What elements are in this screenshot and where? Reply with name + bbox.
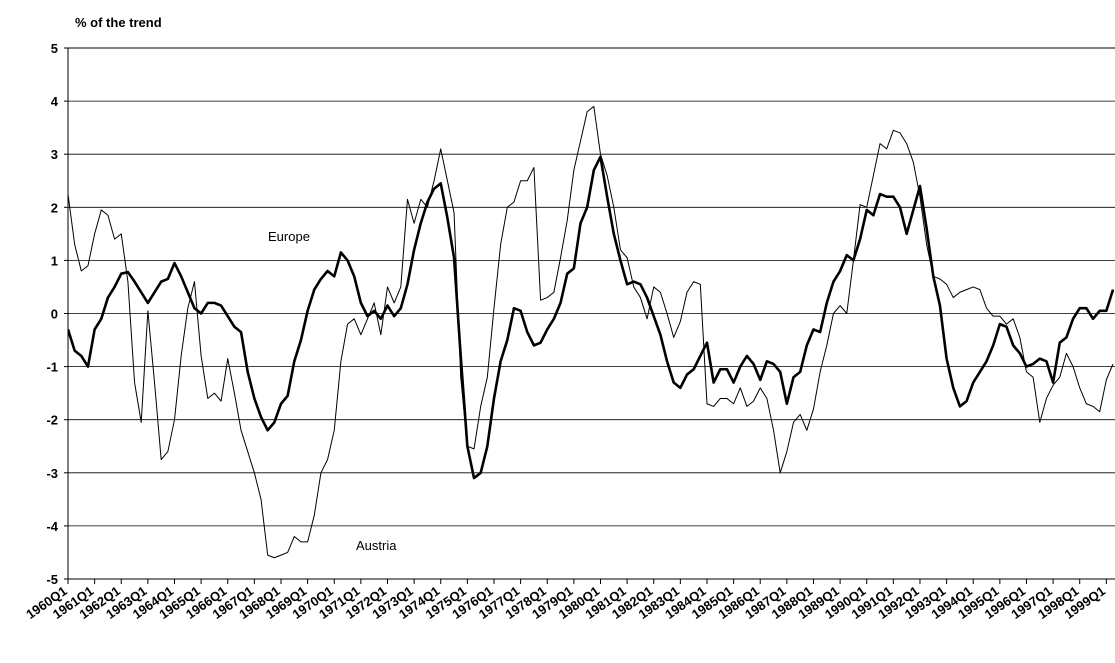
y-tick-label: 5 xyxy=(51,41,58,56)
y-axis-label: % of the trend xyxy=(75,15,162,30)
y-tick-label: 4 xyxy=(51,94,59,109)
y-tick-label: 0 xyxy=(51,307,58,322)
y-tick-label: -1 xyxy=(46,360,58,375)
y-tick-label: -3 xyxy=(46,466,58,481)
y-tick-label: -2 xyxy=(46,413,58,428)
plot-lines xyxy=(68,105,1115,559)
series-line xyxy=(68,105,1114,559)
series-label: Austria xyxy=(356,538,397,553)
y-tick-label: 2 xyxy=(51,200,58,215)
y-tick-label: -4 xyxy=(46,519,58,534)
series-label: Europe xyxy=(268,229,310,244)
y-tick-label: 1 xyxy=(51,253,58,268)
series-line xyxy=(68,155,1115,480)
y-tick-label: -5 xyxy=(46,572,58,587)
y-tick-label: 3 xyxy=(51,147,58,162)
